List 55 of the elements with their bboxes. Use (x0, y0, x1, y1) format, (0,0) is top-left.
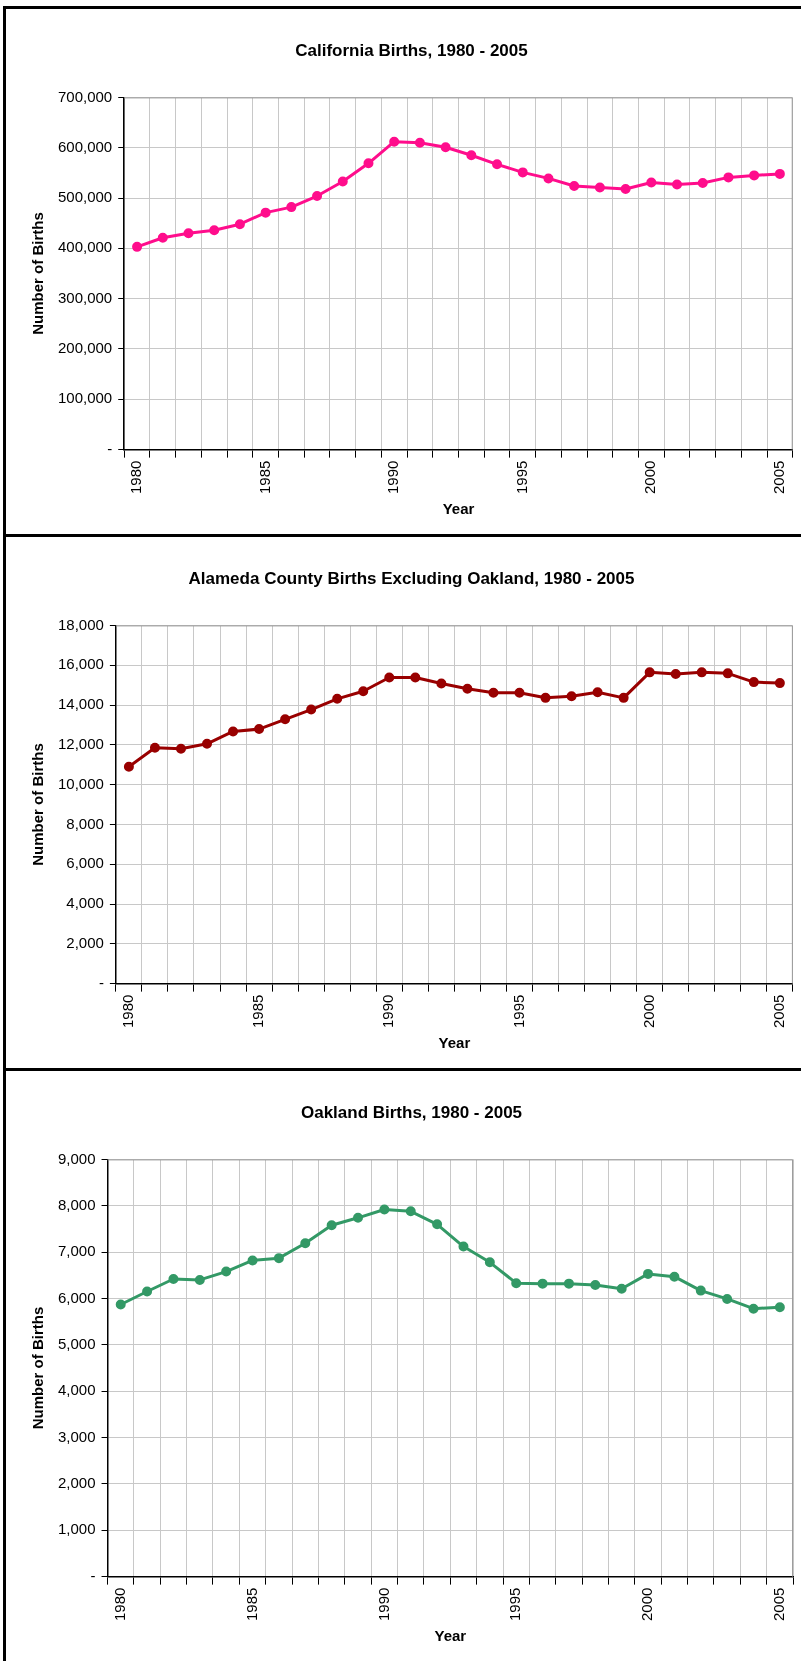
y-tick-label: 700,000 (57, 87, 113, 105)
y-tick-label: 200,000 (57, 339, 113, 357)
x-tick-label: 2000 (638, 1587, 656, 1622)
y-tick-label: 6,000 (66, 854, 104, 872)
x-tick-label: 2005 (770, 460, 788, 495)
x-tick-label: 2005 (770, 994, 788, 1029)
x-tick-label: 2000 (639, 994, 657, 1029)
x-tick-label: 1995 (509, 994, 527, 1029)
y-tick-label: 9,000 (57, 1149, 96, 1167)
y-tick-label: 2,000 (66, 933, 104, 951)
x-tick-label: 1985 (249, 994, 267, 1029)
y-tick-label: 7,000 (57, 1242, 96, 1260)
x-tick-label: 1980 (127, 460, 145, 495)
x-tick-label: 1990 (384, 460, 402, 495)
y-tick-label: - (98, 973, 104, 991)
x-tick-label: 1990 (374, 1587, 392, 1622)
x-tick-label: 1995 (506, 1587, 524, 1622)
y-tick-label: - (90, 1566, 96, 1584)
y-tick-label: 16,000 (57, 655, 104, 673)
y-tick-label: 4,000 (57, 1381, 96, 1399)
y-axis-title: Number of Births (29, 1306, 47, 1430)
y-tick-label: 8,000 (57, 1195, 96, 1213)
y-tick-label: 400,000 (57, 238, 113, 256)
y-tick-label: 300,000 (57, 288, 113, 306)
y-tick-label: 6,000 (57, 1288, 96, 1306)
x-tick-label: 2000 (641, 460, 659, 495)
chart-title: Alameda County Births Excluding Oakland, 1980 - 2005 (188, 568, 635, 588)
y-tick-label: 3,000 (57, 1427, 96, 1445)
y-tick-label: 100,000 (57, 389, 113, 407)
y-tick-label: 1,000 (57, 1520, 96, 1538)
x-tick-label: 1990 (379, 994, 397, 1029)
y-axis-title: Number of Births (29, 212, 47, 335)
y-tick-label: 12,000 (57, 734, 104, 752)
y-tick-label: - (107, 439, 113, 457)
y-tick-label: 4,000 (66, 894, 104, 912)
x-tick-label: 2005 (770, 1587, 788, 1622)
y-tick-label: 500,000 (57, 188, 113, 206)
chart-title: Oakland Births, 1980 - 2005 (300, 1102, 523, 1122)
x-tick-label: 1980 (119, 994, 137, 1029)
y-tick-label: 14,000 (57, 695, 104, 713)
x-tick-label: 1985 (242, 1587, 260, 1622)
chart-title: California Births, 1980 - 2005 (295, 40, 528, 60)
y-tick-label: 2,000 (57, 1474, 96, 1492)
y-tick-label: 18,000 (57, 615, 104, 633)
x-axis-title: Year (442, 500, 475, 518)
y-tick-label: 5,000 (57, 1334, 96, 1352)
y-tick-label: 8,000 (66, 814, 104, 832)
y-tick-label: 600,000 (57, 137, 113, 155)
x-tick-label: 1980 (110, 1587, 128, 1622)
y-tick-label: 10,000 (57, 774, 104, 792)
y-axis-title: Number of Births (29, 743, 47, 866)
x-axis-title: Year (434, 1627, 467, 1645)
x-tick-label: 1995 (512, 460, 530, 495)
x-axis-title: Year (438, 1034, 471, 1052)
x-tick-label: 1985 (255, 460, 273, 495)
